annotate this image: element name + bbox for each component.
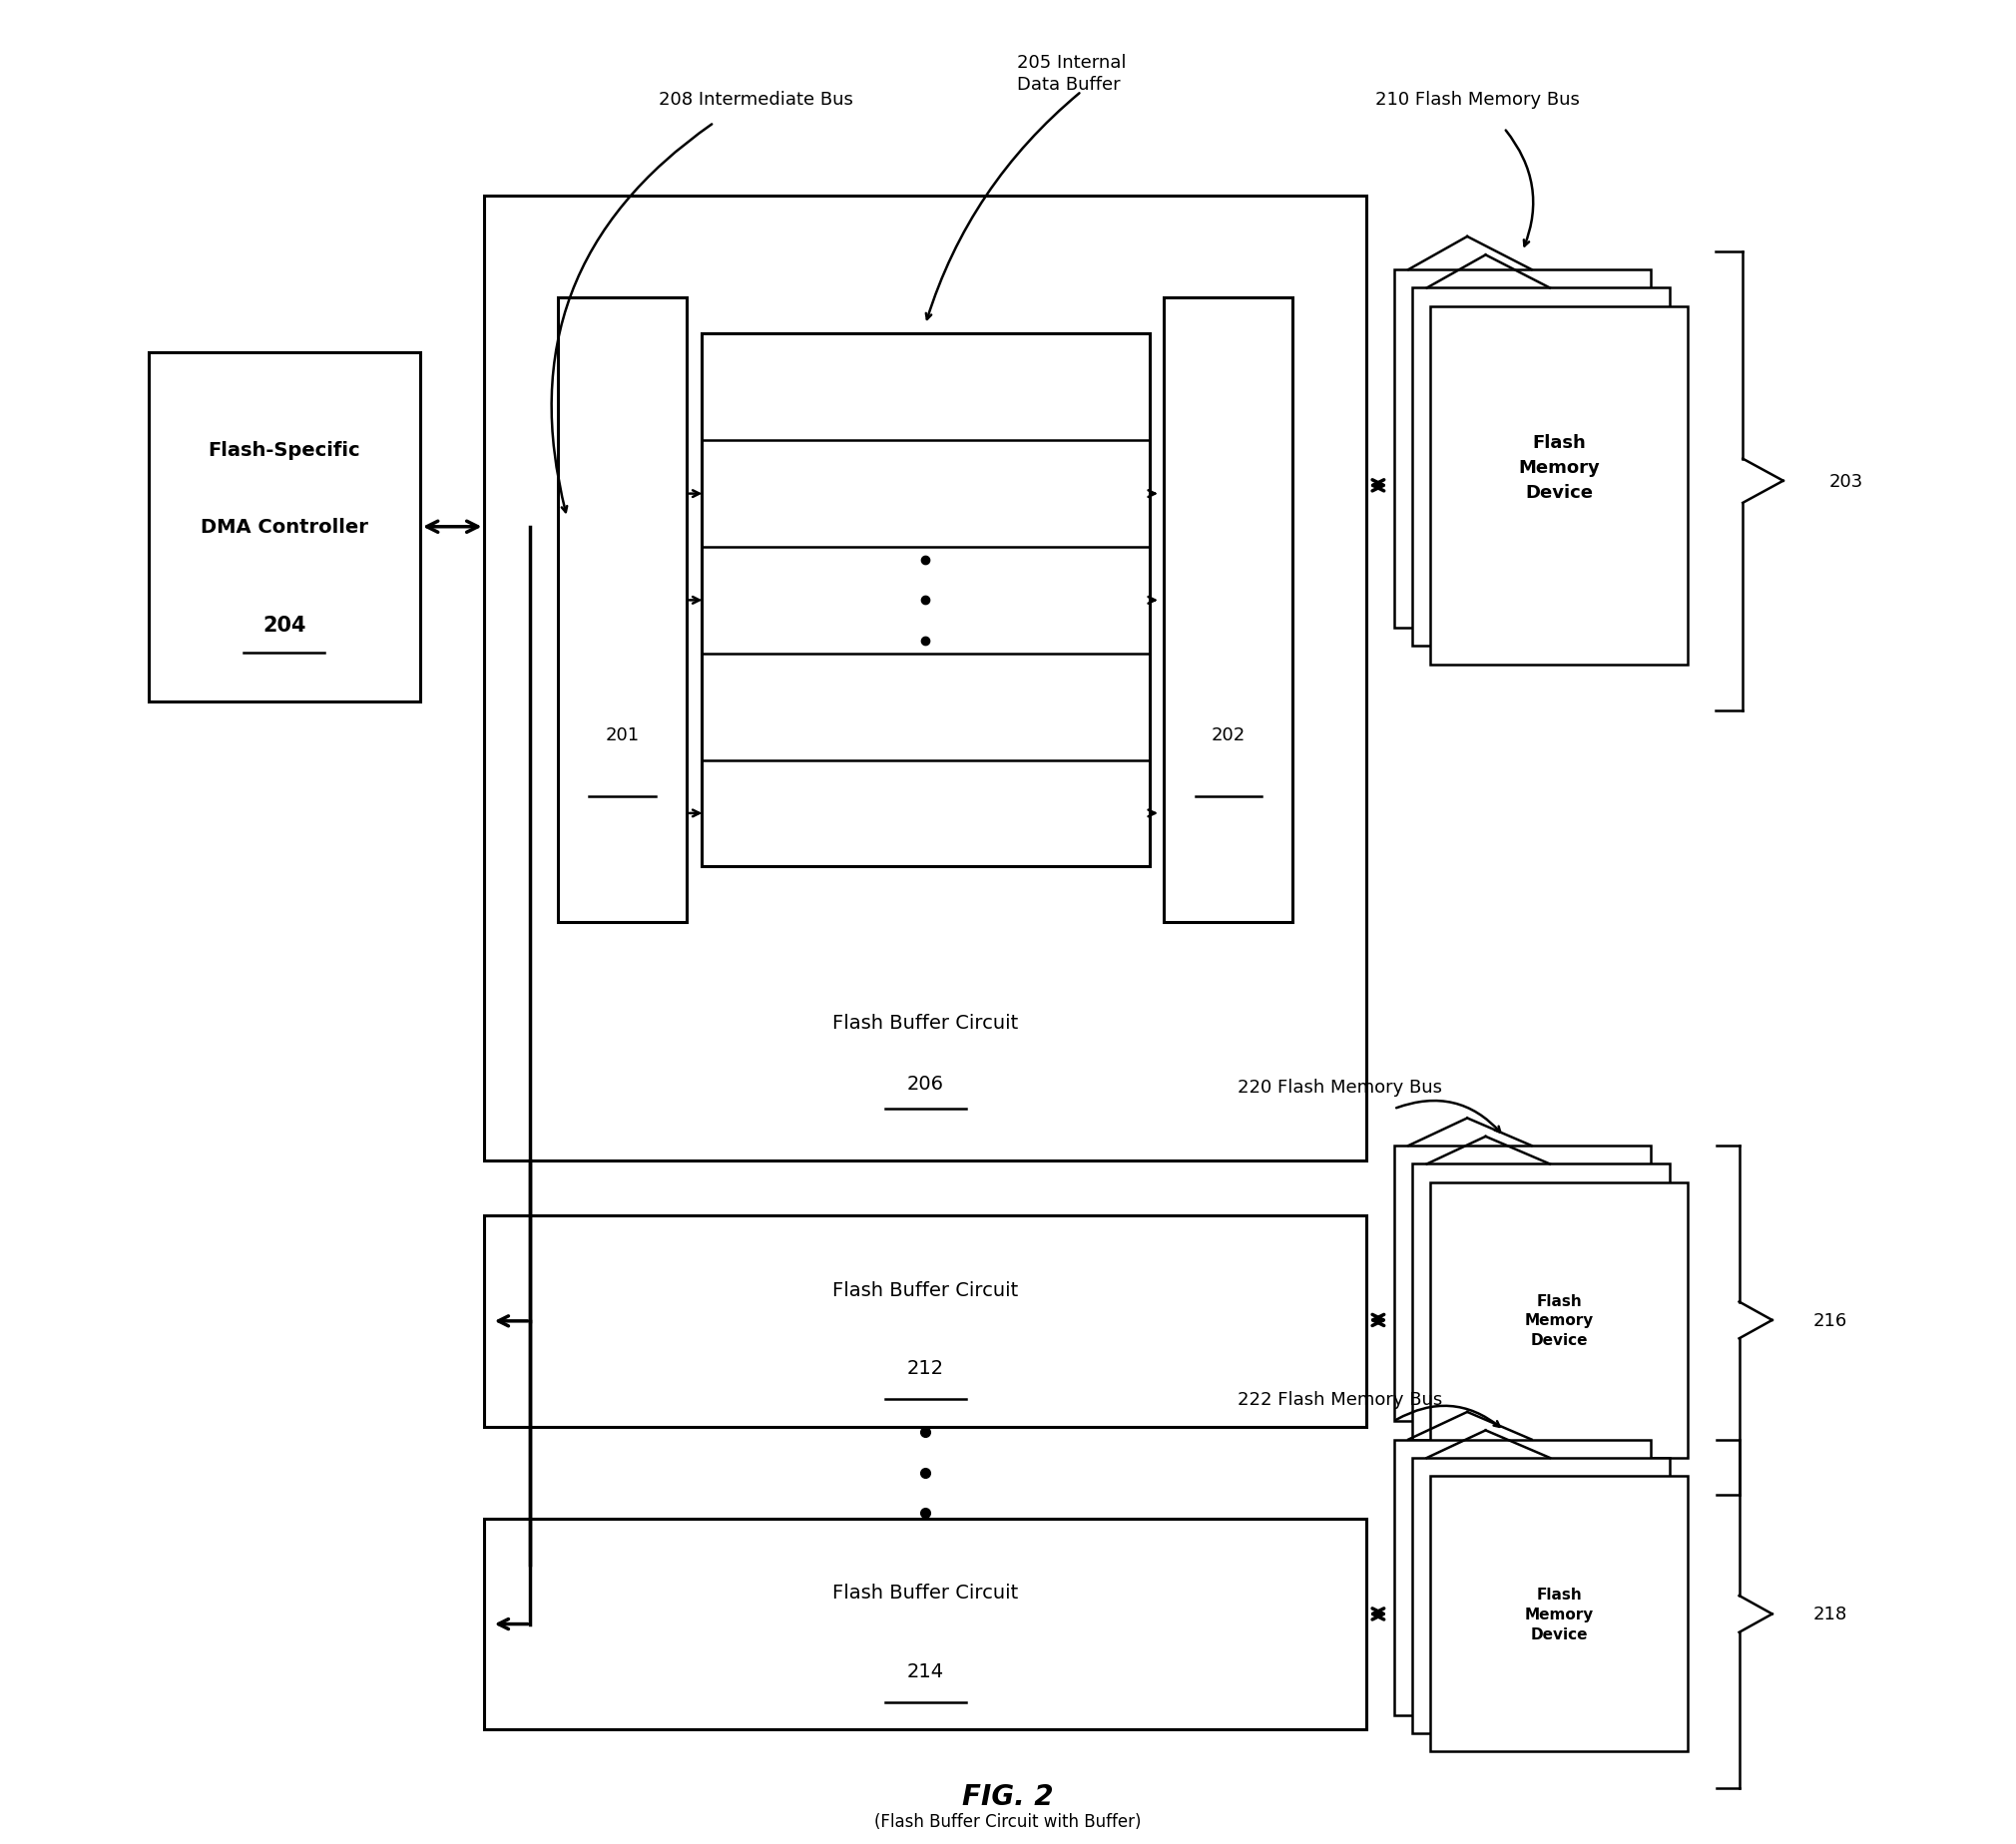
Text: 203: 203: [1829, 472, 1863, 491]
Text: Flash Buffer Circuit: Flash Buffer Circuit: [833, 1014, 1018, 1033]
Text: Flash Buffer Circuit: Flash Buffer Circuit: [833, 1280, 1018, 1298]
Text: 218: 218: [1812, 1604, 1847, 1623]
Text: 220 Flash Memory Bus: 220 Flash Memory Bus: [1238, 1079, 1441, 1095]
Text: Flash
Memory
Device: Flash Memory Device: [1518, 433, 1601, 502]
Text: Flash-Specific: Flash-Specific: [208, 441, 361, 459]
Bar: [558, 299, 687, 922]
Bar: [1431, 308, 1687, 666]
Bar: [484, 197, 1367, 1160]
Text: DMA Controller: DMA Controller: [200, 518, 369, 537]
Bar: [1411, 290, 1669, 647]
Text: 208 Intermediate Bus: 208 Intermediate Bus: [659, 90, 853, 109]
Bar: [1431, 1182, 1687, 1459]
Text: 201: 201: [605, 727, 639, 743]
Bar: [149, 352, 419, 703]
Bar: [1393, 1145, 1651, 1422]
Bar: [1393, 1440, 1651, 1715]
Bar: [1411, 1459, 1669, 1733]
Bar: [1431, 1477, 1687, 1752]
Bar: [702, 334, 1149, 867]
Text: 210 Flash Memory Bus: 210 Flash Memory Bus: [1375, 90, 1581, 109]
Text: 216: 216: [1812, 1311, 1847, 1330]
Text: Flash
Memory
Device: Flash Memory Device: [1524, 1293, 1595, 1348]
Text: 204: 204: [262, 616, 306, 634]
Bar: [484, 1215, 1367, 1427]
Bar: [1411, 1164, 1669, 1440]
Text: 212: 212: [907, 1359, 943, 1377]
Bar: [1163, 299, 1292, 922]
Text: Flash Buffer Circuit: Flash Buffer Circuit: [833, 1582, 1018, 1602]
Text: 205 Internal
Data Buffer: 205 Internal Data Buffer: [1018, 53, 1127, 94]
Bar: [1393, 271, 1651, 629]
Text: 206: 206: [907, 1073, 943, 1093]
Text: 222 Flash Memory Bus: 222 Flash Memory Bus: [1238, 1390, 1443, 1409]
Text: Flash
Memory
Device: Flash Memory Device: [1524, 1588, 1595, 1641]
Bar: [484, 1519, 1367, 1730]
Text: (Flash Buffer Circuit with Buffer): (Flash Buffer Circuit with Buffer): [875, 1813, 1141, 1831]
Text: FIG. 2: FIG. 2: [962, 1781, 1054, 1809]
Text: 214: 214: [907, 1661, 943, 1680]
Text: 202: 202: [1212, 727, 1246, 743]
